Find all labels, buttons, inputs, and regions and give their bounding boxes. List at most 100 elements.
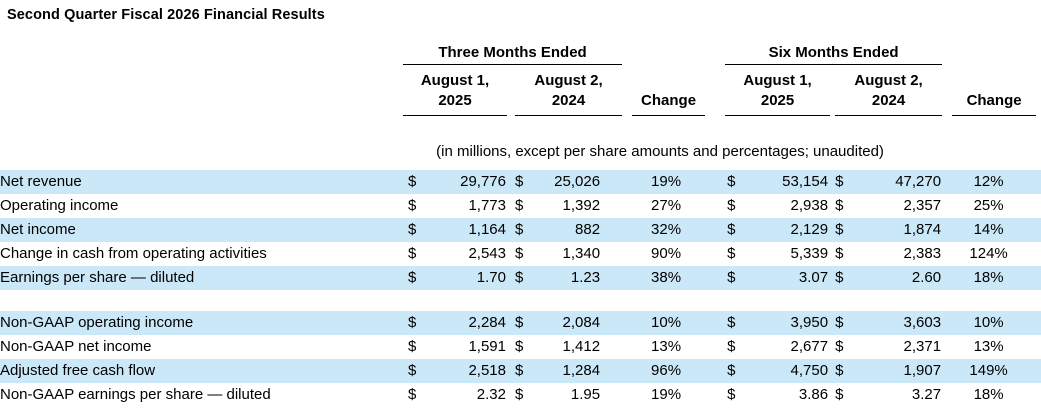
dollar-sign: $ xyxy=(403,266,425,290)
row-label: Net income xyxy=(0,218,403,242)
tm-change-value: 13% xyxy=(651,338,682,355)
tm-2024-value: 25,026 xyxy=(537,170,623,194)
dollar-sign: $ xyxy=(835,386,844,403)
tm-2024-value: 1,284 xyxy=(537,359,623,383)
dollar-sign: $ xyxy=(403,311,425,335)
row-label: Non-GAAP earnings per share — diluted xyxy=(0,386,271,403)
dollar-sign: $ xyxy=(515,197,524,214)
row-label: Change in cash from operating activities xyxy=(0,245,267,262)
tm-2025-value: 1,164 xyxy=(425,218,507,242)
date-line-1: August 2, xyxy=(534,72,603,89)
sm-2025-value: 3,950 xyxy=(747,311,831,335)
tm-change-value: 27% xyxy=(651,197,682,214)
tm-2024-value: 1,412 xyxy=(562,338,601,355)
empty-cell xyxy=(710,65,725,116)
dollar-sign: $ xyxy=(727,338,736,355)
sm-change-value: 13% xyxy=(973,338,1004,355)
tm-2024-value: 2,084 xyxy=(537,311,623,335)
date-line-2: 2024 xyxy=(871,92,906,109)
tm-change-value: 38% xyxy=(622,266,711,290)
date-header-row: August 1, 2025 August 2, 2024 Change Aug… xyxy=(0,64,1041,116)
dollar-sign: $ xyxy=(403,359,425,383)
dollar-sign: $ xyxy=(725,311,748,335)
gap-cell xyxy=(0,290,1041,311)
table-row-change-in-cash: Change in cash from operating activities… xyxy=(0,242,1041,266)
gap-cell xyxy=(507,266,515,290)
gap-cell xyxy=(830,311,836,335)
sm-change-value: 18% xyxy=(942,266,1041,290)
gap-cell xyxy=(507,218,515,242)
sm-2025-value: 4,750 xyxy=(747,359,831,383)
units-note: (in millions, except per share amounts a… xyxy=(436,143,884,160)
table-row-net-revenue: Net revenue $ 29,776 $ 25,026 19% $ 53,1… xyxy=(0,170,1041,194)
dollar-sign: $ xyxy=(835,311,858,335)
group-header-row: Three Months Ended Six Months Ended xyxy=(0,40,1041,65)
date-line-1: August 2, xyxy=(854,72,923,89)
dollar-sign: $ xyxy=(835,338,844,355)
gap-cell xyxy=(710,242,725,266)
table-row-operating-income: Operating income $ 1,773 $ 1,392 27% $ 2… xyxy=(0,194,1041,218)
dollar-sign: $ xyxy=(515,338,524,355)
section-gap-row xyxy=(0,290,1041,311)
tm-2024-value: 1.23 xyxy=(537,266,623,290)
gap-cell xyxy=(710,383,725,407)
dollar-sign: $ xyxy=(835,218,858,242)
gap-cell xyxy=(830,170,836,194)
table-row-eps-diluted: Earnings per share — diluted $ 1.70 $ 1.… xyxy=(0,266,1041,290)
dollar-sign: $ xyxy=(725,170,748,194)
tm-2025-value: 1,591 xyxy=(468,338,506,355)
table-row-non-gaap-net-income: Non-GAAP net income $ 1,591 $ 1,412 13% … xyxy=(0,335,1041,359)
gap-cell xyxy=(710,170,726,194)
tm-2025-value: 1,773 xyxy=(468,197,506,214)
sm-2024-value: 1,874 xyxy=(857,218,943,242)
units-note-row: (in millions, except per share amounts a… xyxy=(0,116,1041,171)
row-label: Operating income xyxy=(0,197,119,214)
sm-2025-value: 53,154 xyxy=(747,170,831,194)
tm-change-value: 96% xyxy=(622,359,711,383)
dollar-sign: $ xyxy=(725,359,748,383)
dollar-sign: $ xyxy=(835,266,858,290)
dollar-sign: $ xyxy=(403,170,425,194)
date-line-2: 2025 xyxy=(760,92,795,109)
empty-cell xyxy=(0,65,403,116)
row-label: Adjusted free cash flow xyxy=(0,359,403,383)
financial-results-table: Three Months Ended Six Months Ended Augu… xyxy=(0,40,1041,407)
date-line-2: 2024 xyxy=(551,92,586,109)
tm-2024-value: 1,392 xyxy=(562,197,601,214)
dollar-sign: $ xyxy=(835,170,858,194)
empty-cell xyxy=(0,116,403,171)
sm-change-value: 18% xyxy=(973,386,1004,403)
tm-2025-value: 2,518 xyxy=(425,359,507,383)
dollar-sign: $ xyxy=(835,197,844,214)
date-line-1: August 1, xyxy=(420,72,490,89)
row-label: Earnings per share — diluted xyxy=(0,266,403,290)
tm-change-value: 19% xyxy=(622,170,711,194)
sm-change-value: 124% xyxy=(969,245,1008,262)
sm-change-value: 10% xyxy=(942,311,1041,335)
empty-cell xyxy=(622,40,710,65)
dollar-sign: $ xyxy=(835,245,844,262)
empty-cell xyxy=(710,40,725,65)
row-label: Net revenue xyxy=(0,170,403,194)
tm-change-value: 19% xyxy=(651,386,682,403)
dollar-sign: $ xyxy=(835,359,858,383)
sm-2024-value: 3.27 xyxy=(911,386,942,403)
tm-change-value: 10% xyxy=(622,311,711,335)
sm-change-value: 149% xyxy=(942,359,1041,383)
gap-cell xyxy=(507,311,515,335)
dollar-sign: $ xyxy=(727,386,736,403)
dollar-sign: $ xyxy=(408,245,417,262)
dollar-sign: $ xyxy=(515,245,524,262)
dollar-sign: $ xyxy=(515,218,537,242)
dollar-sign: $ xyxy=(515,359,537,383)
dollar-sign: $ xyxy=(725,266,748,290)
page-title: Second Quarter Fiscal 2026 Financial Res… xyxy=(7,7,325,23)
dollar-sign: $ xyxy=(727,245,736,262)
sm-2024-value: 2,383 xyxy=(903,245,942,262)
tm-change-value: 32% xyxy=(622,218,711,242)
dollar-sign: $ xyxy=(408,197,417,214)
group-header-three-months: Three Months Ended xyxy=(403,40,623,65)
dollar-sign: $ xyxy=(515,386,524,403)
gap-cell xyxy=(507,359,515,383)
